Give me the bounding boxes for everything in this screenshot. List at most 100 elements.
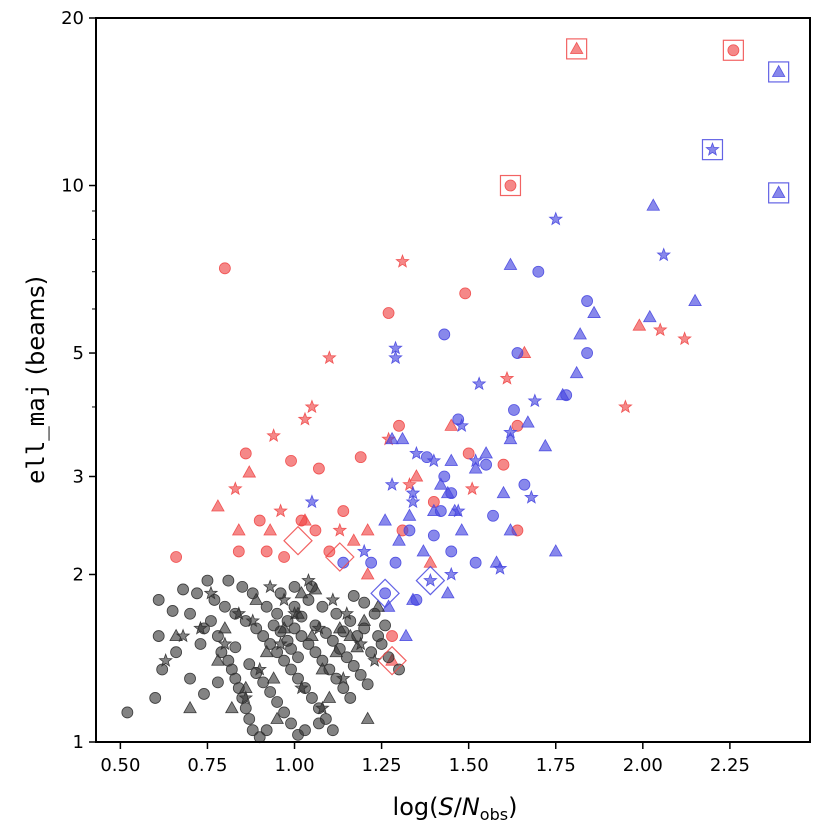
red-star-point: [395, 253, 410, 268]
blue-circle-point: [518, 478, 531, 491]
black-triangle-point: [224, 700, 239, 714]
x-tick-label: 0.50: [100, 755, 140, 776]
red-triangle-point: [231, 523, 246, 536]
blue-star-point: [471, 376, 487, 391]
black-triangle-point: [371, 599, 385, 612]
black-circle-point: [288, 622, 301, 635]
red-circle-point: [511, 419, 524, 432]
blue-star-point: [426, 453, 442, 468]
black-star-point: [287, 606, 302, 620]
black-circle-point: [260, 600, 273, 613]
black-circle-point: [184, 672, 196, 685]
red-circle-point: [313, 462, 325, 475]
red-star-point: [322, 350, 337, 365]
blue-circle-point: [403, 524, 416, 537]
black-circle-point: [365, 646, 378, 659]
blue-triangle-point: [395, 431, 410, 445]
blue-circle-point: [487, 509, 499, 522]
x-tick-label: 2.00: [623, 755, 663, 776]
red-triangle-point: [423, 555, 438, 568]
black-circle-point: [271, 696, 284, 708]
red-circle-point: [459, 287, 472, 300]
red-circle-point: [497, 458, 510, 471]
y-tick-label: 5: [73, 343, 84, 364]
blue-triangle-point: [573, 327, 587, 340]
black-star-point: [315, 700, 330, 715]
black-circle-point: [257, 676, 270, 689]
blue-star-point: [656, 247, 671, 262]
black-circle-point: [177, 583, 189, 596]
x-tick-label: 0.75: [187, 755, 227, 776]
red-diamond-highlight: [324, 542, 355, 572]
black-star-point: [325, 592, 341, 607]
red-triangle-point: [242, 465, 257, 478]
blue-triangle-point: [378, 513, 392, 526]
black-triangle-point: [294, 586, 309, 599]
red-circle-point: [504, 179, 517, 192]
black-circle-point: [347, 660, 360, 672]
blue-star-point: [705, 142, 720, 156]
black-circle-point: [375, 638, 388, 650]
blue-circle-point: [511, 347, 524, 359]
x-tick-label: 1.25: [362, 755, 402, 776]
blue-triangle-point: [392, 533, 406, 546]
blue-circle-point: [532, 265, 545, 278]
black-star-point: [231, 606, 247, 620]
black-circle-point: [285, 642, 297, 655]
blue-circle-point: [389, 556, 402, 569]
blue-triangle-point: [426, 503, 441, 517]
black-star-point: [203, 585, 219, 600]
black-circle-point: [295, 630, 308, 642]
blue-star-point: [384, 477, 400, 491]
black-circle-point: [222, 574, 235, 587]
highlights-layer: [283, 38, 790, 676]
black-circle-point: [306, 692, 318, 704]
red-star-point: [228, 481, 243, 496]
black-circle-point: [330, 607, 343, 620]
black-star-point: [262, 579, 278, 594]
blue-circle-point: [480, 458, 492, 471]
blue-star-point: [388, 350, 403, 365]
black-circle-point: [260, 724, 273, 737]
y-tick-label: 3: [73, 466, 84, 487]
black-triangle-point: [343, 628, 358, 642]
black-circle-point: [326, 634, 339, 647]
black-triangle-point: [259, 644, 274, 658]
red-star-point: [332, 522, 348, 537]
black-circle-point: [243, 713, 256, 725]
black-circle-point: [347, 590, 360, 602]
black-circle-point: [354, 669, 367, 681]
red-circle-point: [393, 419, 405, 432]
black-circle-point: [292, 651, 304, 664]
blue-triangle-point: [433, 477, 448, 490]
plot-frame: [95, 17, 811, 743]
blue-star-point: [409, 445, 424, 460]
red-square-highlight: [566, 38, 588, 60]
black-circle-point: [285, 717, 297, 730]
red-circle-point: [239, 447, 252, 460]
black-circle-point: [152, 594, 165, 606]
red-circle-point: [337, 505, 350, 517]
black-circle-point: [340, 651, 353, 664]
blue-circle-point: [469, 556, 482, 569]
black-triangle-point: [332, 621, 347, 634]
blue-circle-point: [438, 328, 451, 341]
blue-square-highlight: [768, 61, 790, 83]
black-circle-point: [246, 724, 259, 737]
black-circle-point: [121, 706, 134, 719]
black-star-point: [245, 613, 260, 628]
red-triangle-point: [360, 567, 375, 580]
black-circle-point: [344, 615, 357, 627]
red-star-point: [266, 428, 281, 442]
black-star-point: [339, 606, 355, 620]
blue-star-point: [492, 560, 508, 575]
red-circle-point: [727, 44, 740, 57]
red-circle-point: [309, 524, 322, 537]
y-axis-label: ell_maj (beams): [22, 276, 50, 484]
blue-star-point: [524, 489, 539, 504]
blue-triangle-point: [521, 415, 535, 428]
black-circle-point: [358, 596, 371, 609]
red-circle-point: [285, 454, 297, 467]
blue-triangle-point: [406, 592, 420, 605]
red-triangle-point: [632, 318, 647, 331]
